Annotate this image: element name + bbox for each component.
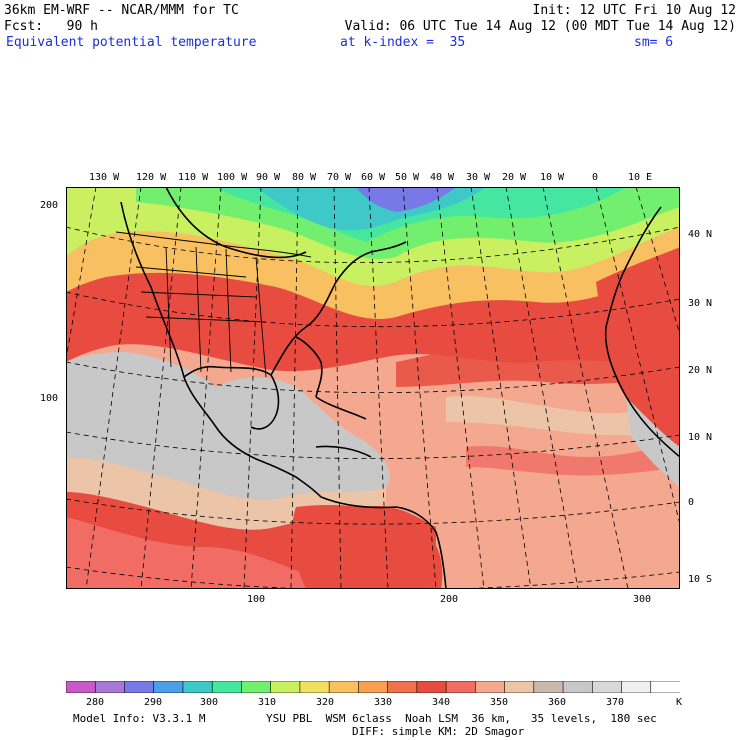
valid-time: Valid: 06 UTC Tue 14 Aug 12 (00 MDT Tue … bbox=[344, 19, 736, 34]
lon-label: 100 W bbox=[217, 172, 248, 183]
colorbar-label: 310 bbox=[258, 697, 277, 708]
colorbar-swatch bbox=[445, 681, 477, 693]
colorbar-label: 360 bbox=[548, 697, 567, 708]
colorbar-swatch bbox=[299, 681, 330, 693]
lon-label: 30 W bbox=[466, 172, 491, 183]
colorbar-swatch bbox=[591, 681, 623, 693]
colorbar-swatch bbox=[153, 681, 184, 693]
level-info: at k-index = 35 bbox=[340, 35, 466, 50]
model-info: Model Info: V3.3.1 M bbox=[73, 712, 206, 725]
field-grey bbox=[66, 352, 390, 500]
grid-y-label: 200 bbox=[40, 200, 59, 211]
colorbar-swatch bbox=[182, 681, 213, 693]
colorbar-label: 350 bbox=[490, 697, 509, 708]
model-title: 36km EM-WRF -- NCAR/MMM for TC bbox=[4, 3, 239, 18]
lon-label: 130 W bbox=[89, 172, 120, 183]
colorbar-swatch bbox=[241, 681, 272, 693]
physics-info: YSU PBL WSM 6class Noah LSM 36 km, 35 le… bbox=[266, 712, 657, 725]
field-africa bbox=[596, 247, 680, 447]
field-salmon-south bbox=[66, 517, 326, 589]
lon-label: 10 W bbox=[540, 172, 565, 183]
init-time: Init: 12 UTC Fri 10 Aug 12 bbox=[532, 3, 737, 18]
lat-label: 30 N bbox=[688, 298, 713, 309]
theta-e-map bbox=[66, 187, 680, 589]
colorbar-swatch bbox=[504, 681, 535, 693]
smoothing-info: sm= 6 bbox=[634, 35, 674, 50]
colorbar-swatch bbox=[124, 681, 155, 693]
colorbar-unit: K bbox=[676, 697, 683, 708]
lon-label: 0 bbox=[592, 172, 599, 183]
colorbar-swatch bbox=[562, 681, 594, 693]
lon-label: 110 W bbox=[178, 172, 209, 183]
grid-y-label: 100 bbox=[40, 393, 59, 404]
colorbar-swatch bbox=[387, 681, 418, 693]
lon-label: 40 W bbox=[430, 172, 455, 183]
colorbar-swatch bbox=[211, 681, 243, 693]
graticule bbox=[66, 187, 680, 589]
colorbar-label: 280 bbox=[86, 697, 105, 708]
lon-label: 50 W bbox=[395, 172, 420, 183]
lon-label: 70 W bbox=[327, 172, 352, 183]
colorbar-label: 370 bbox=[606, 697, 625, 708]
field-south-america bbox=[291, 505, 443, 589]
field-tan-atlantic bbox=[446, 395, 680, 436]
colorbar-swatch bbox=[358, 681, 389, 693]
colorbar-swatch bbox=[621, 681, 652, 693]
colorbar-swatch bbox=[66, 681, 97, 693]
colorbar-swatch bbox=[533, 681, 564, 693]
colorbar-swatch bbox=[94, 681, 126, 693]
lon-label: 90 W bbox=[256, 172, 281, 183]
map-frame bbox=[66, 187, 680, 589]
colorbar-label: 320 bbox=[316, 697, 335, 708]
coastlines bbox=[120, 187, 680, 589]
field-salmon-atlantic bbox=[466, 442, 680, 476]
lat-label: 20 N bbox=[688, 365, 713, 376]
colorbar-label: 330 bbox=[374, 697, 393, 708]
field-orange bbox=[66, 227, 680, 320]
colorbar-swatch bbox=[328, 681, 360, 693]
lat-label: 40 N bbox=[688, 229, 713, 240]
colorbar-label: 290 bbox=[144, 697, 163, 708]
lon-label: 80 W bbox=[292, 172, 317, 183]
lon-label: 20 W bbox=[502, 172, 527, 183]
lon-label: 10 E bbox=[628, 172, 653, 183]
lat-label: 0 bbox=[688, 497, 695, 508]
colorbar bbox=[66, 681, 680, 693]
lon-label: 120 W bbox=[136, 172, 167, 183]
political-borders bbox=[115, 231, 312, 378]
grid-x-label: 100 bbox=[247, 594, 266, 605]
colorbar-swatch bbox=[475, 681, 506, 693]
grid-x-label: 200 bbox=[440, 594, 459, 605]
grid-x-label: 300 bbox=[633, 594, 652, 605]
colorbar-swatch bbox=[650, 681, 680, 693]
field-name: Equivalent potential temperature bbox=[6, 35, 257, 50]
lat-label: 10 S bbox=[688, 574, 713, 585]
colorbar-label: 340 bbox=[432, 697, 451, 708]
lat-label: 10 N bbox=[688, 432, 713, 443]
colorbar-swatch bbox=[416, 681, 447, 693]
colorbar-swatch bbox=[270, 681, 301, 693]
field-blue bbox=[356, 187, 456, 212]
lon-label: 60 W bbox=[361, 172, 386, 183]
colorbar-label: 300 bbox=[200, 697, 219, 708]
diffusion-info: DIFF: simple KM: 2D Smagor bbox=[352, 725, 525, 738]
forecast-hour: Fcst: 90 h bbox=[4, 19, 98, 34]
field-grey-africa bbox=[626, 397, 680, 487]
